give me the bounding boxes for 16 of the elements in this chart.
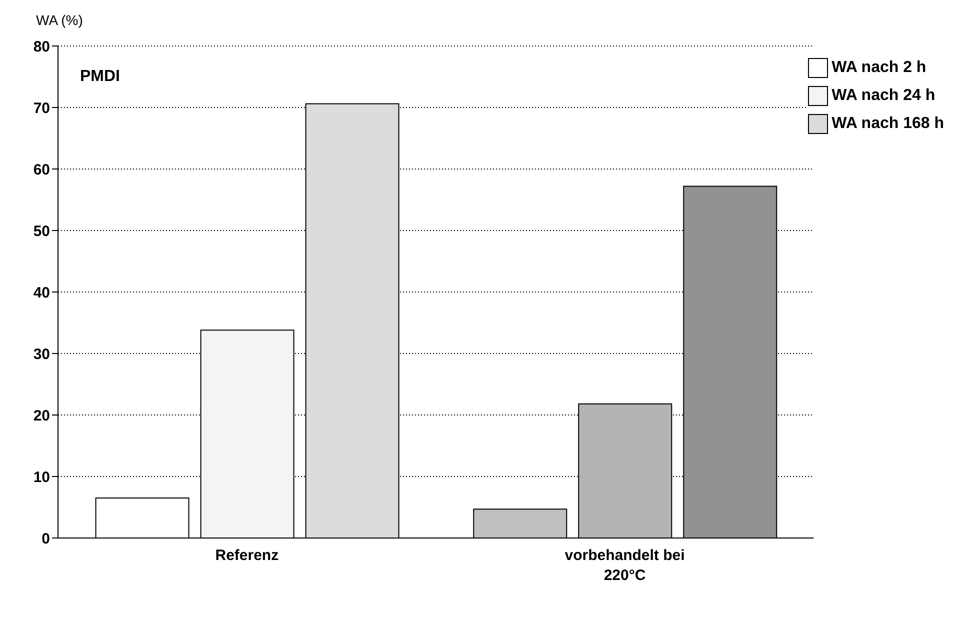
y-tick-label: 40 bbox=[33, 284, 50, 302]
y-tick-label: 70 bbox=[33, 100, 50, 117]
y-tick-label: 60 bbox=[33, 161, 50, 178]
y-axis-title: WA (%) bbox=[36, 12, 83, 28]
y-tick-label: 10 bbox=[33, 468, 50, 486]
y-tick-label: 30 bbox=[33, 346, 50, 363]
x-tick-label: Referenz bbox=[215, 547, 279, 564]
y-tick-label: 80 bbox=[33, 38, 50, 56]
y-tick-label: 20 bbox=[33, 407, 50, 424]
x-tick-label: vorbehandelt bei 220°C bbox=[564, 547, 685, 584]
annotation: PMDI bbox=[80, 68, 120, 86]
legend-label: WA nach 2 h bbox=[832, 59, 926, 77]
y-tick-label: 50 bbox=[33, 222, 50, 240]
y-tick-label: 0 bbox=[42, 530, 50, 548]
legend-label: WA nach 168 h bbox=[832, 115, 944, 133]
legend-label: WA nach 24 h bbox=[832, 87, 936, 105]
